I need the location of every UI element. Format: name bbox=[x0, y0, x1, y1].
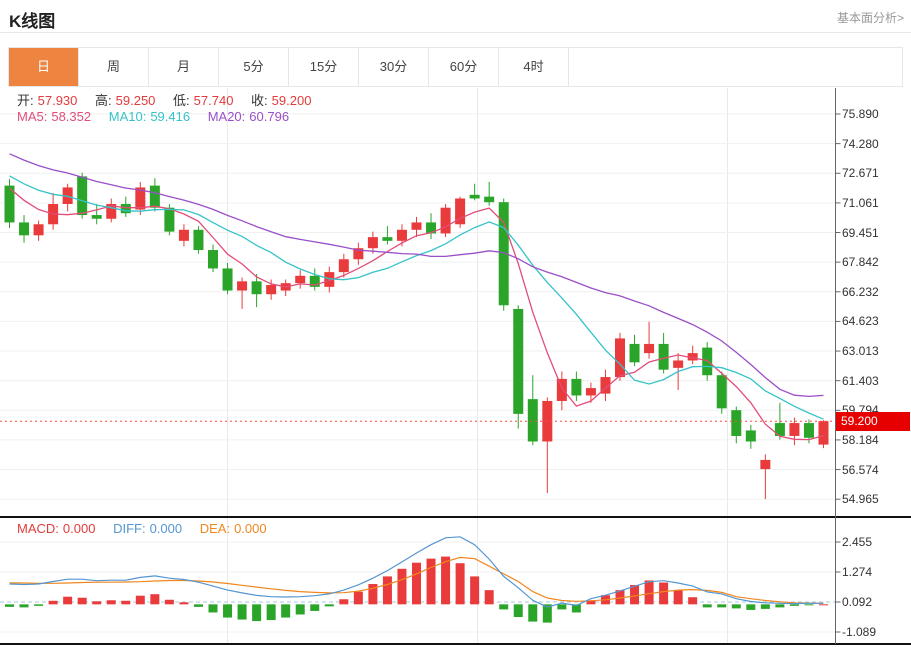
fundamental-analysis-link[interactable]: 基本面分析> bbox=[836, 11, 904, 25]
main-axis-label: 61.403 bbox=[842, 373, 879, 388]
macd-axis-label: -1.089 bbox=[842, 624, 877, 639]
main-axis-label: 72.671 bbox=[842, 166, 879, 181]
ma10-value: 59.416 bbox=[150, 109, 191, 124]
low-label: 低: bbox=[173, 93, 190, 108]
header-divider bbox=[0, 32, 911, 33]
diff-value: 0.000 bbox=[149, 521, 183, 536]
macd-axis-label: 2.455 bbox=[842, 535, 873, 549]
close-label: 收: bbox=[251, 93, 268, 108]
ma-readout: MA5: 58.352 MA10: 59.416 MA20: 60.796 bbox=[17, 109, 293, 124]
close-value: 59.200 bbox=[271, 93, 312, 108]
high-label: 高: bbox=[95, 93, 112, 108]
ma5-value: 58.352 bbox=[51, 109, 92, 124]
open-value: 57.930 bbox=[37, 93, 78, 108]
tab-bar: 日周月 5分 15分 30分 60分 4时 bbox=[8, 47, 903, 87]
tab-60分[interactable]: 60分 bbox=[429, 48, 499, 86]
current-price-badge: 59.200 bbox=[836, 412, 910, 431]
main-axis-label: 58.184 bbox=[842, 432, 879, 447]
tab-4时[interactable]: 4时 bbox=[499, 48, 569, 86]
dea-label: DEA: bbox=[199, 521, 231, 536]
main-axis-label: 54.965 bbox=[842, 492, 879, 507]
page-title: K线图 bbox=[9, 12, 56, 31]
main-axis-label: 64.623 bbox=[842, 314, 879, 329]
dea-value: 0.000 bbox=[234, 521, 267, 536]
open-label: 开: bbox=[17, 93, 34, 108]
macd-value: 0.000 bbox=[62, 521, 96, 536]
diff-label: DIFF: bbox=[113, 521, 146, 536]
tab-5分[interactable]: 5分 bbox=[219, 48, 289, 86]
main-axis-label: 56.574 bbox=[842, 462, 879, 477]
tab-30分[interactable]: 30分 bbox=[359, 48, 429, 86]
tab-月[interactable]: 月 bbox=[149, 48, 219, 86]
ma5-label: MA5: bbox=[17, 109, 48, 124]
main-axis-label: 71.061 bbox=[842, 195, 879, 210]
ma20-value: 60.796 bbox=[249, 109, 290, 124]
main-axis-label: 66.232 bbox=[842, 284, 879, 299]
macd-readout: MACD: 0.000 DIFF: 0.000 DEA: 0.000 bbox=[17, 521, 271, 536]
macd-label: MACD: bbox=[17, 521, 59, 536]
macd-axis-label: 0.092 bbox=[842, 595, 873, 609]
tab-周[interactable]: 周 bbox=[79, 48, 149, 86]
tab-日[interactable]: 日 bbox=[9, 48, 79, 86]
main-axis-label: 69.451 bbox=[842, 225, 879, 240]
ma10-label: MA10: bbox=[108, 109, 147, 124]
macd-axis-label: 1.274 bbox=[842, 564, 873, 579]
high-value: 59.250 bbox=[115, 93, 156, 108]
ohlc-readout: 开: 57.930 高: 59.250 低: 57.740 收: 59.200 bbox=[17, 90, 315, 109]
main-axis-label: 67.842 bbox=[842, 255, 879, 270]
main-axis-label: 63.013 bbox=[842, 344, 879, 359]
tab-15分[interactable]: 15分 bbox=[289, 48, 359, 86]
main-axis-label: 74.280 bbox=[842, 136, 879, 151]
main-axis-label: 75.890 bbox=[842, 107, 879, 121]
ma20-label: MA20: bbox=[207, 109, 246, 124]
low-value: 57.740 bbox=[193, 93, 234, 108]
